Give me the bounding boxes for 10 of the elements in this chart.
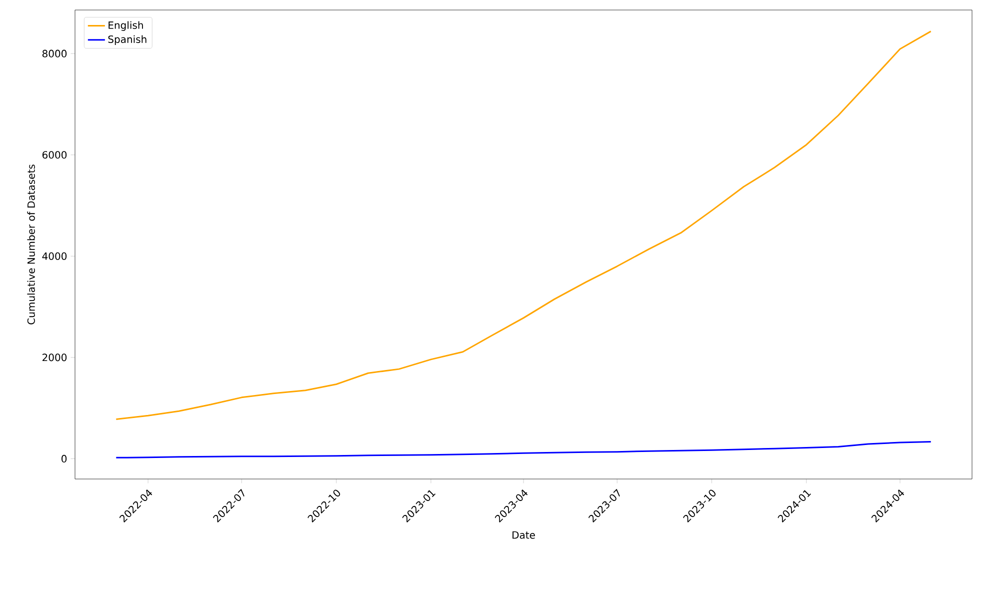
y-tick-label: 8000 [42, 50, 67, 58]
line-series [115, 440, 932, 458]
y-tick-label: 6000 [42, 151, 67, 159]
x-axis-title: Date [512, 531, 535, 539]
y-tick-label: 0 [62, 454, 67, 462]
legend-label: Spanish [108, 35, 146, 45]
y-tick-label: 4000 [42, 252, 67, 260]
legend-label: English [108, 21, 143, 31]
y-axis-title: Cumulative Number of Datasets [27, 164, 35, 324]
y-tick-label: 2000 [42, 354, 67, 362]
